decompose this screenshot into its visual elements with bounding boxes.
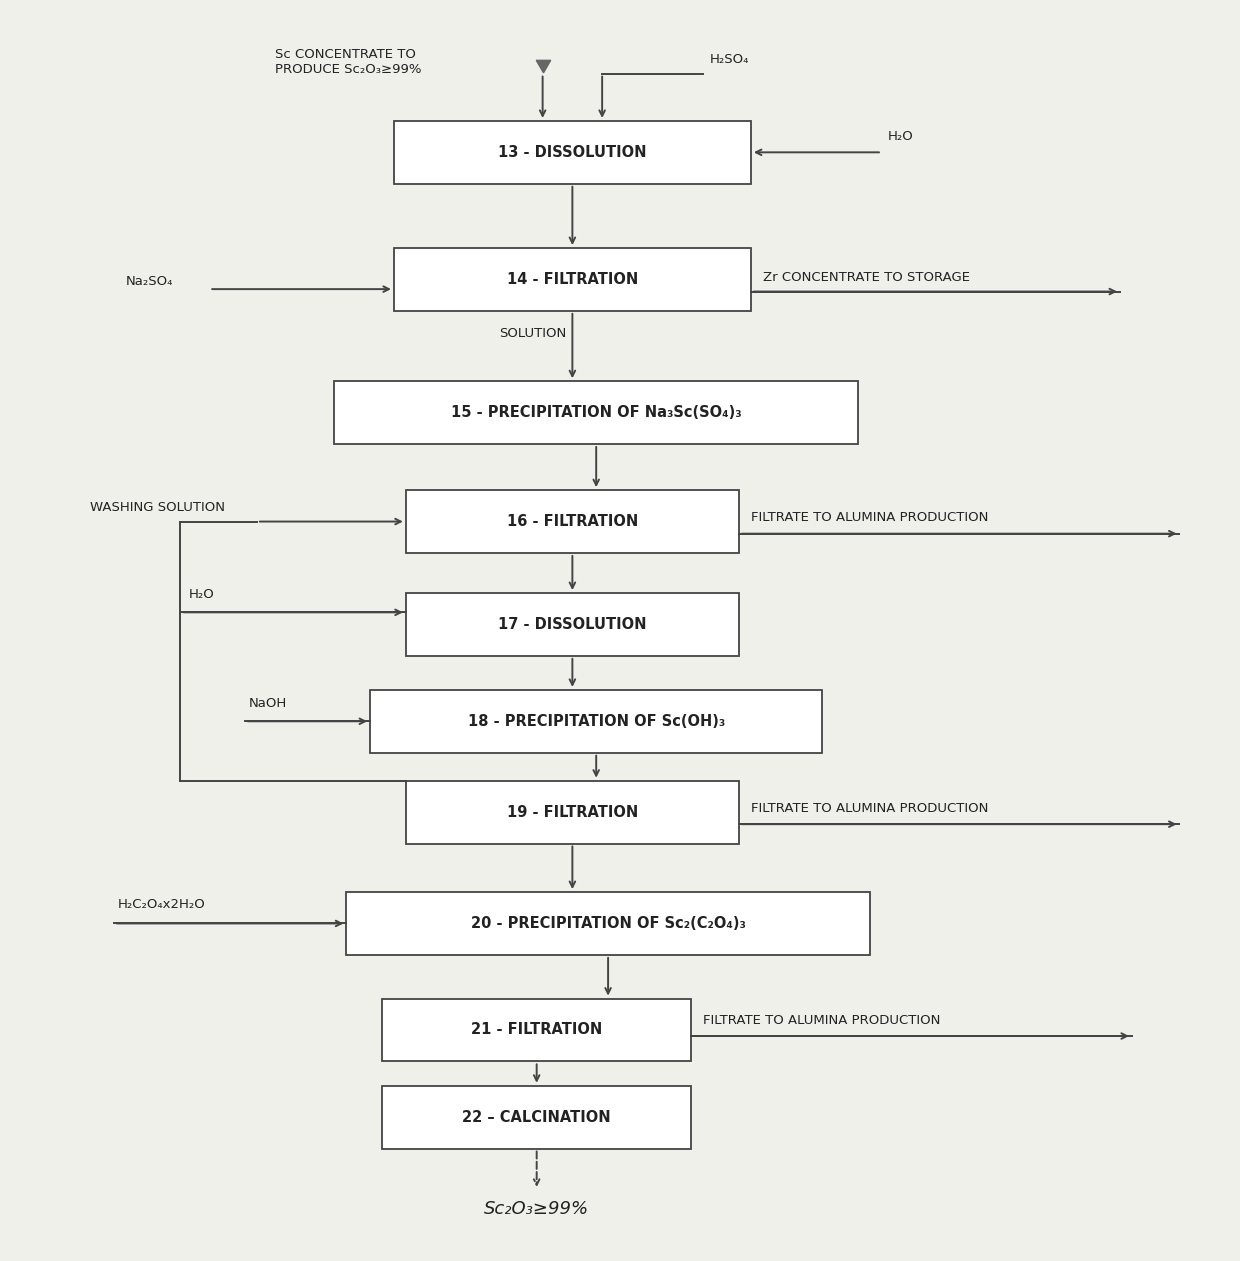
FancyBboxPatch shape <box>405 593 739 656</box>
Text: Sc CONCENTRATE TO
PRODUCE Sc₂O₃≥99%: Sc CONCENTRATE TO PRODUCE Sc₂O₃≥99% <box>275 48 422 76</box>
FancyBboxPatch shape <box>382 1086 692 1149</box>
Text: WASHING SOLUTION: WASHING SOLUTION <box>91 501 226 513</box>
Text: 22 – CALCINATION: 22 – CALCINATION <box>463 1110 611 1125</box>
Text: NaOH: NaOH <box>248 696 286 710</box>
FancyBboxPatch shape <box>335 381 858 444</box>
FancyBboxPatch shape <box>346 892 870 955</box>
Text: 21 - FILTRATION: 21 - FILTRATION <box>471 1023 603 1038</box>
Text: 18 - PRECIPITATION OF Sc(OH)₃: 18 - PRECIPITATION OF Sc(OH)₃ <box>467 714 725 729</box>
Text: H₂C₂O₄x2H₂O: H₂C₂O₄x2H₂O <box>118 898 206 910</box>
FancyBboxPatch shape <box>394 248 751 311</box>
Text: 15 - PRECIPITATION OF Na₃Sc(SO₄)₃: 15 - PRECIPITATION OF Na₃Sc(SO₄)₃ <box>451 405 742 420</box>
FancyBboxPatch shape <box>370 690 822 753</box>
Text: H₂SO₄: H₂SO₄ <box>709 53 749 66</box>
Text: 14 - FILTRATION: 14 - FILTRATION <box>507 272 639 288</box>
Text: 20 - PRECIPITATION OF Sc₂(C₂O₄)₃: 20 - PRECIPITATION OF Sc₂(C₂O₄)₃ <box>471 915 745 931</box>
Text: Sc₂O₃≥99%: Sc₂O₃≥99% <box>484 1200 589 1218</box>
Text: FILTRATE TO ALUMINA PRODUCTION: FILTRATE TO ALUMINA PRODUCTION <box>751 802 988 815</box>
Text: H₂O: H₂O <box>888 130 914 142</box>
Text: SOLUTION: SOLUTION <box>500 328 567 340</box>
FancyBboxPatch shape <box>405 491 739 554</box>
Text: Zr CONCENTRATE TO STORAGE: Zr CONCENTRATE TO STORAGE <box>763 271 970 284</box>
Text: FILTRATE TO ALUMINA PRODUCTION: FILTRATE TO ALUMINA PRODUCTION <box>751 512 988 525</box>
Text: Na₂SO₄: Na₂SO₄ <box>126 275 174 289</box>
Text: H₂O: H₂O <box>188 588 215 600</box>
FancyBboxPatch shape <box>405 781 739 844</box>
FancyBboxPatch shape <box>394 121 751 184</box>
FancyBboxPatch shape <box>382 999 692 1062</box>
Text: 19 - FILTRATION: 19 - FILTRATION <box>507 805 639 820</box>
Text: 17 - DISSOLUTION: 17 - DISSOLUTION <box>498 617 646 632</box>
Text: FILTRATE TO ALUMINA PRODUCTION: FILTRATE TO ALUMINA PRODUCTION <box>703 1014 941 1026</box>
Text: 13 - DISSOLUTION: 13 - DISSOLUTION <box>498 145 646 160</box>
Text: 16 - FILTRATION: 16 - FILTRATION <box>507 514 639 530</box>
